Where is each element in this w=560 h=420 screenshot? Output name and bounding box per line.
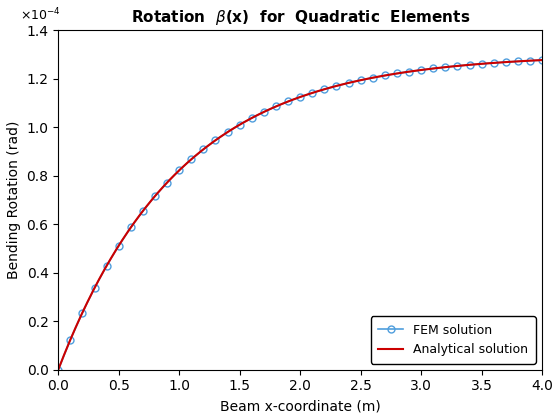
FEM solution [333,84,340,89]
FEM solution [176,168,183,173]
FEM solution [381,73,388,78]
Line: Analytical solution: Analytical solution [58,60,542,370]
Analytical solution [451,64,458,69]
Analytical solution [317,88,324,93]
FEM solution [418,68,424,73]
X-axis label: Beam x-coordinate (m): Beam x-coordinate (m) [220,399,381,413]
FEM solution [103,263,110,268]
Analytical solution [539,58,545,63]
FEM solution [466,62,473,67]
FEM solution [502,60,509,65]
FEM solution [67,337,74,342]
FEM solution [478,61,485,66]
Analytical solution [343,81,349,86]
Analytical solution [288,98,295,103]
FEM solution [345,80,352,85]
FEM solution [224,129,231,134]
FEM solution [55,367,62,372]
FEM solution [321,87,328,92]
FEM solution [128,225,134,230]
FEM solution [200,147,207,152]
FEM solution [454,63,461,68]
FEM solution [539,58,545,63]
FEM solution [164,180,170,185]
FEM solution [273,104,279,109]
Analytical solution [55,367,62,372]
FEM solution [260,109,267,114]
FEM solution [515,59,521,64]
FEM solution [188,157,195,162]
Analytical solution [284,99,291,104]
FEM solution [394,71,400,76]
FEM solution [152,194,158,199]
FEM solution [370,75,376,80]
FEM solution [309,90,316,95]
FEM solution [405,69,412,74]
FEM solution [236,122,243,127]
FEM solution [139,208,146,213]
FEM solution [491,60,497,66]
Legend: FEM solution, Analytical solution: FEM solution, Analytical solution [371,316,536,364]
FEM solution [249,116,255,121]
Text: $\times10^{-4}$: $\times10^{-4}$ [20,7,60,23]
FEM solution [284,99,291,104]
FEM solution [91,286,98,291]
Analytical solution [527,58,534,63]
FEM solution [212,138,219,143]
Title: Rotation  $\beta$(x)  for  Quadratic  Elements: Rotation $\beta$(x) for Quadratic Elemen… [130,8,470,27]
FEM solution [115,243,122,248]
FEM solution [79,310,86,315]
FEM solution [430,66,437,71]
FEM solution [297,94,304,100]
FEM solution [442,65,449,70]
Line: FEM solution: FEM solution [55,57,545,373]
FEM solution [357,78,364,83]
FEM solution [526,58,533,63]
Y-axis label: Bending Rotation (rad): Bending Rotation (rad) [7,121,21,279]
